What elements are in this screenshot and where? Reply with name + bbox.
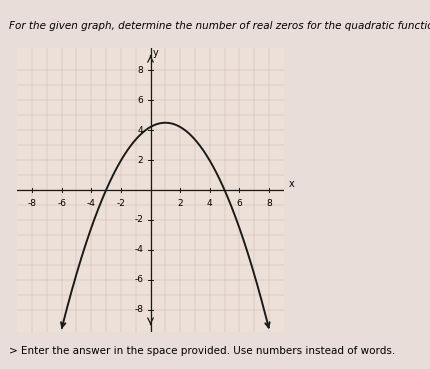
Text: 2: 2 — [138, 156, 143, 165]
Text: 2: 2 — [177, 199, 183, 208]
Text: > Enter the answer in the space provided. Use numbers instead of words.: > Enter the answer in the space provided… — [9, 345, 395, 356]
Text: -6: -6 — [57, 199, 66, 208]
Text: 6: 6 — [137, 96, 143, 105]
Text: 8: 8 — [137, 66, 143, 75]
Text: -2: -2 — [134, 215, 143, 224]
Text: -4: -4 — [134, 245, 143, 254]
Text: x: x — [288, 179, 294, 189]
Text: -6: -6 — [134, 275, 143, 284]
Text: 4: 4 — [138, 126, 143, 135]
Text: 6: 6 — [237, 199, 242, 208]
Text: y: y — [153, 48, 159, 58]
Text: -8: -8 — [28, 199, 37, 208]
Text: -4: -4 — [87, 199, 96, 208]
Text: -8: -8 — [134, 305, 143, 314]
Text: 4: 4 — [207, 199, 212, 208]
Text: 8: 8 — [266, 199, 272, 208]
Text: -2: -2 — [117, 199, 125, 208]
Text: For the given graph, determine the number of real zeros for the quadratic functi: For the given graph, determine the numbe… — [9, 21, 430, 31]
